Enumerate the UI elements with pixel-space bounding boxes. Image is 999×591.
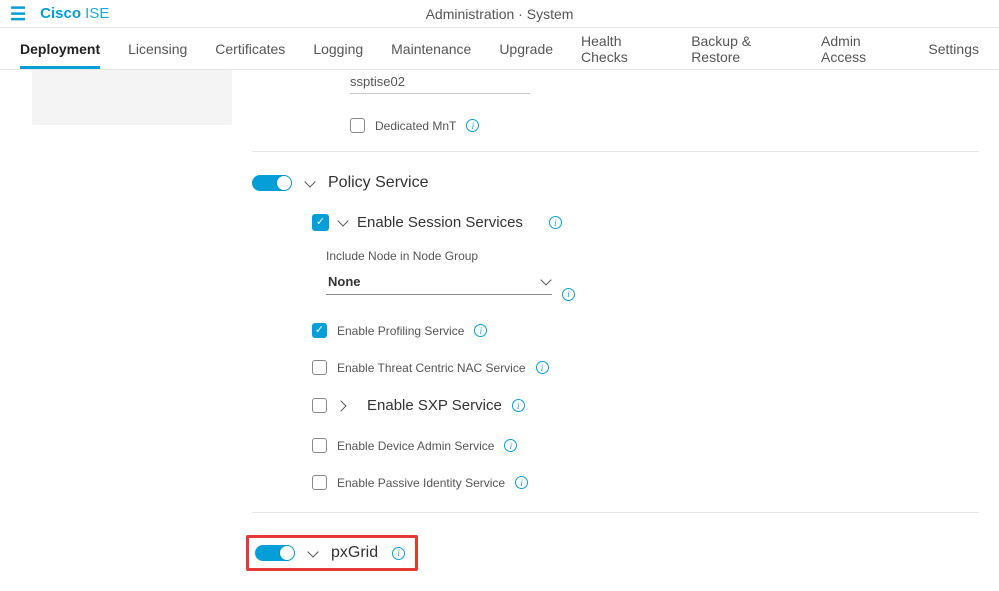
tab-licensing[interactable]: Licensing [128,30,187,68]
dedicated-mnt-label: Dedicated MnT [375,119,456,133]
info-icon[interactable] [536,361,549,374]
tab-backup-restore[interactable]: Backup & Restore [691,22,793,76]
section-divider [252,151,979,152]
device-admin-label: Enable Device Admin Service [337,439,494,453]
breadcrumb: Administration · System [426,6,574,22]
node-group-label: Include Node in Node Group [326,249,979,263]
policy-service-section: Policy Service [252,174,979,192]
pxgrid-title: pxGrid [331,544,378,562]
info-icon[interactable] [515,476,528,489]
chevron-down-icon [540,274,551,285]
threat-checkbox[interactable] [312,360,327,375]
tab-maintenance[interactable]: Maintenance [391,30,471,68]
tab-logging[interactable]: Logging [313,30,363,68]
sxp-label: Enable SXP Service [367,397,502,414]
tab-health-checks[interactable]: Health Checks [581,22,663,76]
section-divider [252,512,979,513]
node-group-select[interactable]: None [326,269,552,295]
policy-service-title: Policy Service [328,174,428,192]
tab-deployment[interactable]: Deployment [20,30,100,68]
tab-upgrade[interactable]: Upgrade [499,30,553,68]
brand: Cisco ISE [40,5,109,22]
dedicated-mnt-checkbox[interactable] [350,118,365,133]
chevron-down-icon[interactable] [307,546,318,557]
sidebar-placeholder [32,70,232,125]
pxgrid-highlight: pxGrid [246,535,418,571]
info-icon[interactable] [504,439,517,452]
brand-cisco: Cisco [40,5,81,22]
info-icon[interactable] [549,216,562,229]
dedicated-mnt-row: Dedicated MnT [350,118,979,133]
info-icon[interactable] [562,288,575,301]
node-group-value: None [328,274,361,289]
policy-service-toggle[interactable] [252,175,292,191]
tab-certificates[interactable]: Certificates [215,30,285,68]
session-services-row: Enable Session Services [312,214,979,231]
node-group-select-wrap: None [312,269,979,319]
passive-id-label: Enable Passive Identity Service [337,476,505,490]
node-name-field[interactable]: ssptise02 [350,70,530,94]
main: ssptise02 Dedicated MnT Policy Service E… [0,70,999,591]
device-admin-row: Enable Device Admin Service [312,438,979,453]
policy-service-subsection: Enable Session Services Include Node in … [312,214,979,490]
passive-id-checkbox[interactable] [312,475,327,490]
session-services-checkbox[interactable] [312,214,329,231]
info-icon[interactable] [512,399,525,412]
chevron-right-icon[interactable] [335,400,346,411]
tab-settings[interactable]: Settings [928,30,979,68]
sxp-row: Enable SXP Service [312,397,979,414]
chevron-down-icon[interactable] [337,215,348,226]
threat-row: Enable Threat Centric NAC Service [312,360,979,375]
content: ssptise02 Dedicated MnT Policy Service E… [232,70,999,591]
passive-id-row: Enable Passive Identity Service [312,475,979,490]
sxp-checkbox[interactable] [312,398,327,413]
brand-ise: ISE [85,5,109,22]
policy-options: Enable Profiling Service Enable Threat C… [312,323,979,490]
profiling-checkbox[interactable] [312,323,327,338]
node-name-group: ssptise02 Dedicated MnT [350,70,979,133]
chevron-down-icon[interactable] [304,176,315,187]
threat-label: Enable Threat Centric NAC Service [337,361,526,375]
device-admin-checkbox[interactable] [312,438,327,453]
tab-bar: Deployment Licensing Certificates Loggin… [0,28,999,70]
info-icon[interactable] [466,119,479,132]
tab-admin-access[interactable]: Admin Access [821,22,900,76]
profiling-label: Enable Profiling Service [337,324,464,338]
menu-icon[interactable]: ☰ [10,5,26,23]
profiling-row: Enable Profiling Service [312,323,979,338]
session-services-label: Enable Session Services [357,214,523,231]
info-icon[interactable] [392,547,405,560]
info-icon[interactable] [474,324,487,337]
